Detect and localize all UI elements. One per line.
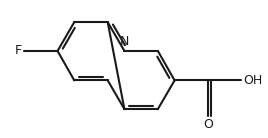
Text: F: F bbox=[15, 44, 22, 57]
Text: O: O bbox=[203, 118, 213, 131]
Text: N: N bbox=[120, 35, 129, 48]
Text: OH: OH bbox=[244, 74, 263, 87]
